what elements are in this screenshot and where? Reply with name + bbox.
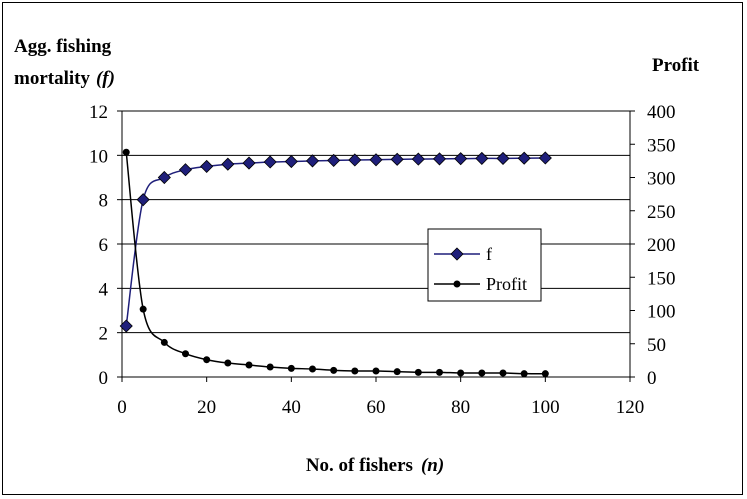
y-left-label-line1: Agg. fishing [14, 36, 112, 57]
legend-label: Profit [486, 274, 527, 294]
data-point-profit [351, 367, 359, 375]
y-left-tick-label: 8 [99, 191, 109, 212]
data-point-profit [372, 367, 380, 375]
y-left-tick-label: 4 [99, 279, 109, 300]
legend-marker-circle [453, 280, 461, 288]
data-point-profit [541, 370, 549, 378]
data-point-f [242, 156, 256, 170]
y-right-tick-label: 0 [647, 368, 657, 389]
data-point-f [263, 155, 277, 169]
data-point-profit [245, 361, 253, 369]
legend-marker-diamond [450, 247, 464, 261]
axes [117, 110, 635, 382]
data-point-profit [330, 366, 338, 374]
x-tick-label: 120 [616, 397, 645, 418]
data-point-profit [520, 370, 528, 378]
data-point-f [432, 152, 447, 166]
y-right-tick-label: 300 [647, 169, 676, 190]
gridlines [122, 110, 630, 334]
data-point-f [284, 154, 298, 169]
data-point-f [327, 153, 341, 167]
data-point-f [157, 170, 171, 185]
x-tick-label: 80 [451, 397, 470, 418]
y-right-label: Profit [652, 55, 700, 76]
data-point-profit [139, 305, 147, 313]
data-point-f [475, 151, 489, 166]
y-left-label-text: mortality [14, 68, 90, 89]
data-point-profit [393, 368, 401, 376]
y-left-tick-label: 10 [89, 146, 108, 167]
y-left-tick-label: 12 [89, 102, 108, 123]
data-point-f [517, 151, 531, 165]
y-right-tick-label: 400 [647, 102, 676, 123]
data-point-f [454, 152, 468, 166]
x-tick-label: 40 [282, 397, 301, 418]
legend: f Profit [427, 228, 542, 302]
data-point-profit [287, 364, 295, 372]
data-point-f [305, 154, 320, 168]
y-right-tick-label: 350 [647, 135, 676, 156]
y-left-tick-label: 6 [99, 235, 109, 256]
legend-label: f [486, 244, 492, 264]
data-point-profit [122, 148, 130, 156]
data-point-profit [309, 365, 316, 373]
data-point-profit [224, 359, 232, 367]
data-point-profit [414, 368, 422, 376]
x-tick-label: 100 [531, 397, 560, 418]
x-tick-label: 20 [197, 397, 216, 418]
data-point-profit [457, 369, 465, 377]
data-point-f [119, 319, 133, 333]
data-point-f [348, 153, 362, 167]
data-point-profit [499, 369, 507, 377]
data-point-f [221, 157, 235, 171]
data-point-f [411, 152, 425, 166]
y-right-tick-label: 50 [647, 335, 666, 356]
series-layer [119, 148, 552, 378]
x-axis-label-text: No. of fishers [306, 455, 413, 476]
legend-box [427, 228, 542, 302]
y-left-tick-label: 0 [99, 368, 109, 389]
data-point-f [496, 151, 510, 166]
data-point-profit [182, 350, 189, 358]
data-point-profit [203, 356, 211, 364]
y-left-label-line2: mortality (f) [14, 68, 115, 89]
x-tick-label: 60 [367, 397, 386, 418]
data-point-f [538, 151, 552, 165]
data-point-f [369, 153, 383, 167]
y-right-tick-label: 100 [647, 302, 676, 323]
y-right-tick-label: 200 [647, 235, 676, 256]
x-axis-label: No. of fishers (n) [306, 455, 444, 476]
x-tick-label: 0 [117, 397, 127, 418]
data-point-profit [436, 368, 443, 376]
y-left-label-symbol: (f) [96, 68, 115, 89]
data-point-f [200, 159, 214, 173]
data-point-profit [160, 338, 168, 346]
y-right-tick-label: 150 [647, 268, 676, 289]
data-point-profit [478, 369, 486, 377]
y-left-tick-label: 2 [99, 324, 109, 345]
y-right-tick-label: 250 [647, 202, 676, 223]
data-point-f [136, 193, 150, 207]
data-point-f [178, 163, 193, 177]
data-point-f [390, 152, 404, 166]
data-point-profit [266, 363, 274, 371]
x-axis-label-symbol: (n) [421, 455, 444, 476]
